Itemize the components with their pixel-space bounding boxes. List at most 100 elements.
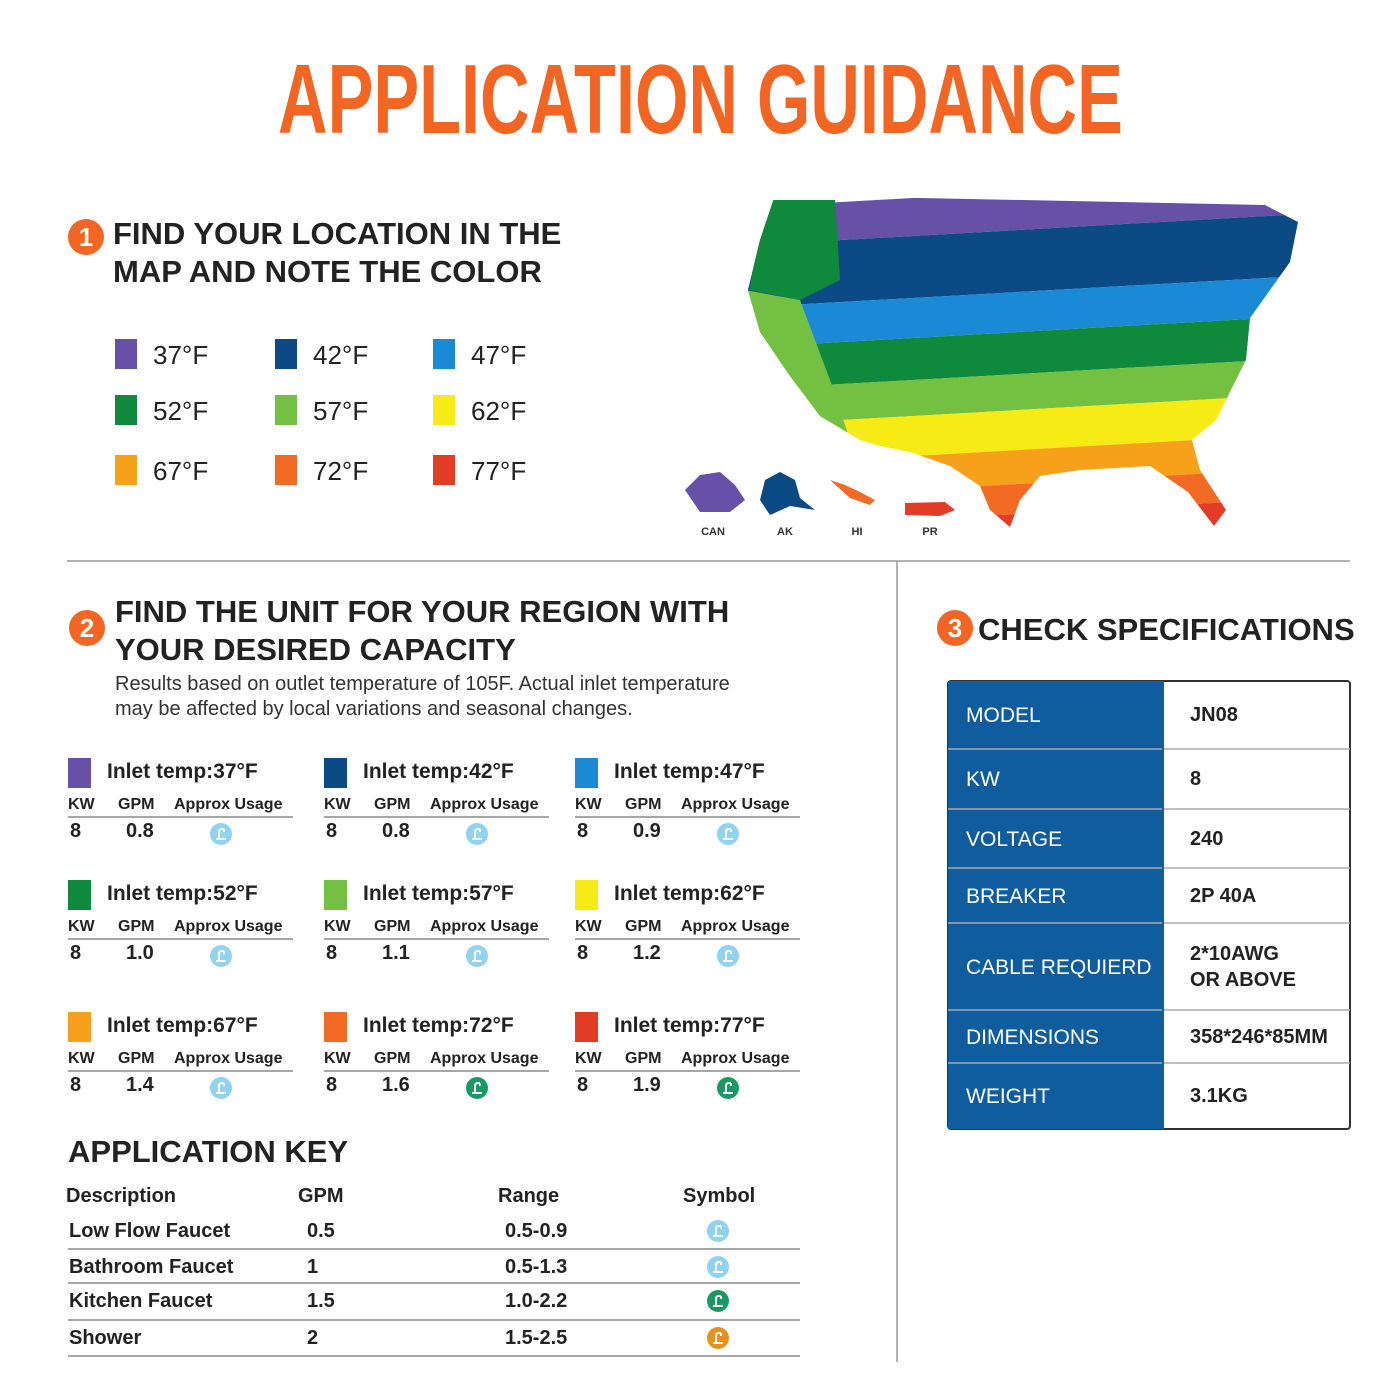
legend-label: 77°F — [471, 456, 527, 486]
legend-swatch — [433, 339, 455, 369]
legend-label: 67°F — [153, 456, 209, 486]
spec-value: 2P 40A — [1190, 884, 1257, 907]
key-range: 0.5-0.9 — [505, 1220, 568, 1242]
map-label: PR — [922, 526, 937, 538]
legend-swatch — [275, 455, 297, 485]
unit-gpm: 1.4 — [126, 1074, 154, 1096]
spec-label: MODEL — [966, 704, 1041, 727]
spec-value: 8 — [1190, 768, 1202, 790]
unit-kw: 8 — [326, 942, 338, 964]
key-gpm: 1 — [307, 1256, 319, 1278]
usage-symbol-glyph — [713, 1225, 723, 1237]
step-heading: YOUR DESIRED CAPACITY — [115, 632, 516, 667]
map-label: CAN — [701, 526, 725, 538]
unit-label: Inlet temp:62°F — [614, 882, 765, 905]
map-west-coast — [750, 200, 840, 300]
step-heading: FIND YOUR LOCATION IN THE — [113, 216, 562, 251]
key-header: Symbol — [683, 1185, 756, 1207]
legend-label: 57°F — [313, 396, 369, 426]
unit-kw: 8 — [577, 820, 589, 842]
step-note: Results based on outlet temperature of 1… — [115, 673, 730, 695]
unit-column-header: KW — [324, 918, 351, 935]
unit-kw: 8 — [70, 1074, 82, 1096]
unit-kw: 8 — [577, 1074, 589, 1096]
unit-swatch — [575, 1012, 598, 1042]
unit-column-header: GPM — [625, 918, 662, 935]
unit-kw: 8 — [70, 820, 82, 842]
unit-column-header: GPM — [374, 1050, 411, 1067]
usage-symbol — [717, 945, 739, 967]
step-heading: MAP AND NOTE THE COLOR — [113, 254, 542, 289]
unit-swatch — [324, 1012, 347, 1042]
step-heading: FIND THE UNIT FOR YOUR REGION WITH — [115, 594, 730, 629]
unit-column-header: Approx Usage — [174, 1050, 283, 1067]
legend-label: 47°F — [471, 340, 527, 370]
usage-symbol-glyph — [723, 828, 733, 840]
unit-column-header: KW — [575, 918, 602, 935]
key-description: Bathroom Faucet — [69, 1256, 234, 1278]
unit-label: Inlet temp:72°F — [363, 1014, 514, 1037]
unit-swatch — [68, 1012, 91, 1042]
map-band — [748, 315, 1298, 392]
key-description: Low Flow Faucet — [69, 1220, 231, 1242]
unit-gpm: 0.9 — [633, 820, 661, 842]
step-number: 3 — [948, 613, 962, 643]
map-ak — [760, 472, 815, 515]
key-range: 1.0-2.2 — [505, 1290, 568, 1312]
legend-swatch — [275, 395, 297, 425]
legend-swatch — [115, 339, 137, 369]
step-badge — [68, 219, 104, 255]
spec-label-column — [948, 681, 1163, 1129]
unit-column-header: GPM — [374, 796, 411, 813]
unit-label: Inlet temp:47°F — [614, 760, 765, 783]
unit-gpm: 1.0 — [126, 942, 154, 964]
unit-kw: 8 — [326, 820, 338, 842]
legend-swatch — [433, 395, 455, 425]
key-description: Kitchen Faucet — [69, 1290, 213, 1312]
map-band — [748, 195, 1298, 248]
key-gpm: 0.5 — [307, 1220, 335, 1242]
usage-symbol — [717, 1077, 739, 1099]
usage-symbol — [210, 1077, 232, 1099]
spec-label: WEIGHT — [966, 1085, 1050, 1108]
usage-symbol-glyph — [713, 1332, 723, 1344]
page-title: APPLICATION GUIDANCE — [0, 50, 1400, 148]
spec-value: 2*10AWG — [1190, 942, 1279, 965]
step-note: may be affected by local variations and … — [115, 698, 633, 720]
spec-label: BREAKER — [966, 884, 1067, 908]
usage-symbol — [707, 1327, 729, 1349]
spec-value: OR ABOVE — [1190, 968, 1296, 991]
unit-column-header: Approx Usage — [430, 1050, 539, 1067]
map-band — [748, 275, 1298, 350]
unit-column-header: Approx Usage — [681, 796, 790, 813]
usage-symbol — [707, 1290, 729, 1312]
usage-symbol-glyph — [472, 950, 482, 962]
unit-column-header: GPM — [625, 796, 662, 813]
legend-label: 72°F — [313, 456, 369, 486]
spec-label: CABLE REQUIERD — [966, 955, 1152, 979]
unit-column-header: GPM — [625, 1050, 662, 1067]
unit-column-header: GPM — [374, 918, 411, 935]
unit-label: Inlet temp:67°F — [107, 1014, 258, 1037]
spec-value: JN08 — [1190, 704, 1238, 726]
usage-symbol-glyph — [216, 1082, 226, 1094]
unit-column-header: KW — [324, 1050, 351, 1067]
unit-swatch — [324, 758, 347, 788]
unit-swatch — [575, 880, 598, 910]
legend-label: 62°F — [471, 396, 527, 426]
unit-swatch — [324, 880, 347, 910]
map-band — [748, 357, 1298, 428]
spec-value: 3.1KG — [1190, 1085, 1248, 1107]
unit-column-header: GPM — [118, 1050, 155, 1067]
legend-label: 42°F — [313, 340, 369, 370]
key-range: 1.5-2.5 — [505, 1327, 568, 1349]
map-label: HI — [852, 526, 863, 538]
unit-label: Inlet temp:57°F — [363, 882, 514, 905]
usage-symbol-glyph — [472, 1082, 482, 1094]
unit-column-header: KW — [575, 796, 602, 813]
map-label: AK — [777, 526, 793, 538]
unit-column-header: KW — [324, 796, 351, 813]
usage-symbol — [466, 945, 488, 967]
unit-gpm: 1.1 — [382, 942, 410, 964]
